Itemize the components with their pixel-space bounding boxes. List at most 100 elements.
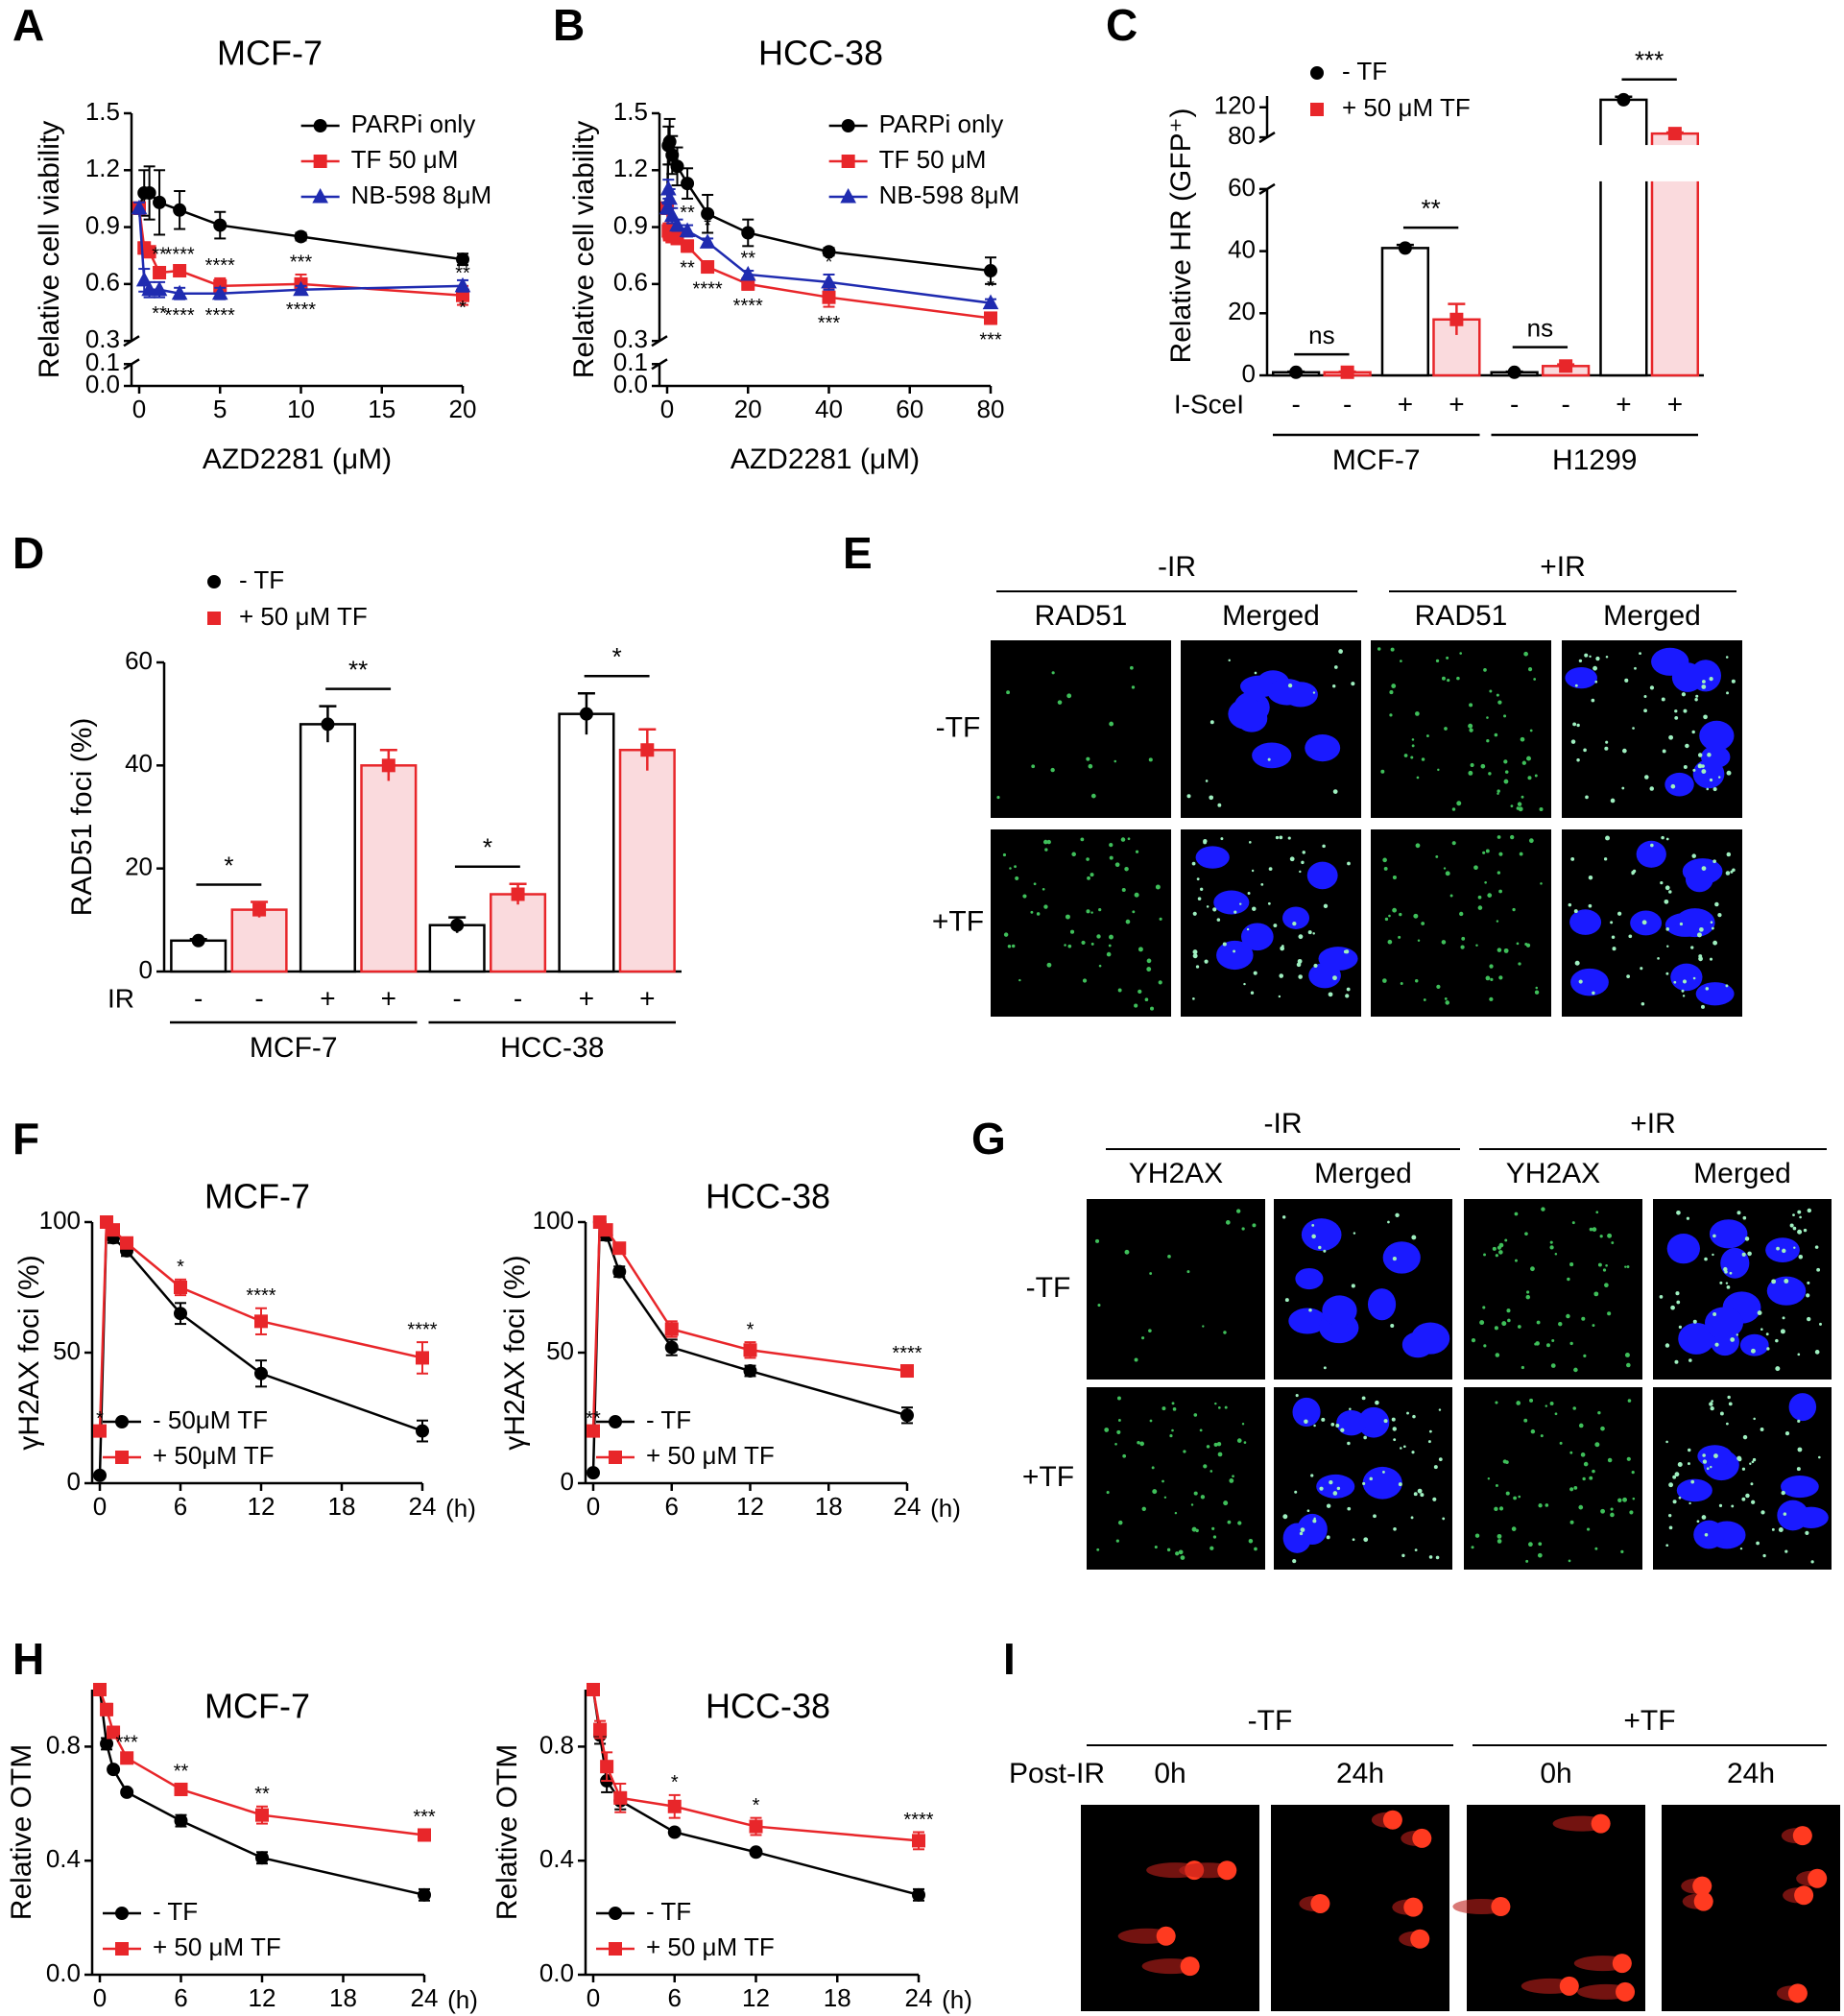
comet-head [1794,1885,1814,1906]
focus [1387,939,1393,945]
focus [1459,652,1463,655]
focus [1599,1235,1603,1238]
focus [1607,1311,1612,1316]
focus [1701,684,1707,689]
focus [1688,1358,1692,1362]
focus [1477,905,1483,910]
legend-label: PARPi only [879,109,1004,138]
x-tick-label: 20 [449,395,477,423]
treatment-mark: - [514,983,522,1013]
x-tick-label: 40 [815,395,843,423]
marker [640,743,655,757]
focus [1233,910,1237,914]
micrograph [1662,1805,1840,2011]
significance: ** [740,248,755,269]
focus [1127,837,1131,841]
marker [174,1281,187,1294]
significance: * [612,642,622,671]
focus [1106,951,1112,957]
panel-letter: D [12,528,44,578]
focus [1775,1338,1779,1343]
focus [1766,1347,1770,1351]
focus [1311,1223,1315,1227]
focus [1229,1479,1233,1483]
focus [1783,1512,1787,1516]
column-label: Merged [1222,600,1320,632]
x-tick-label: 20 [734,395,762,423]
significance: ** [1422,194,1441,223]
focus [1401,1553,1405,1558]
focus [1726,852,1732,857]
focus [1672,1500,1677,1504]
y-tick-label: 0.6 [613,268,648,297]
focus [1742,1215,1747,1220]
focus [1158,980,1162,985]
focus [1569,1451,1573,1454]
y-tick-label: 0.4 [539,1844,574,1873]
marker [587,1466,600,1480]
focus [1513,1496,1517,1500]
focus [1260,882,1264,886]
focus [1692,1319,1697,1324]
focus [1605,1263,1608,1267]
focus [1217,1452,1223,1457]
focus [1610,921,1614,924]
focus [1726,770,1732,776]
focus [1752,1457,1757,1462]
bar [1599,98,1648,377]
marker [254,1366,268,1380]
focus [1725,984,1729,988]
significance: *** [818,313,841,334]
nucleus [1295,1267,1324,1290]
focus [1406,1411,1409,1415]
focus [1568,1559,1571,1563]
focus [1558,1321,1563,1327]
focus [1784,1279,1789,1284]
focus [1351,1284,1355,1288]
treatment-mark: + [320,983,335,1013]
focus [1193,1491,1198,1496]
focus [1603,857,1608,861]
legend-label: NB-598 8μM [879,180,1019,209]
chart-title: MCF-7 [217,34,323,73]
column-group-header: +IR [1630,1108,1676,1140]
focus [1600,1508,1605,1514]
focus [1495,1401,1498,1404]
significance: **** [165,244,195,265]
y-tick-label: 0.3 [613,324,648,353]
micrograph [991,640,1171,818]
focus [1267,901,1271,905]
focus [1517,802,1522,806]
focus [1217,1405,1221,1409]
focus [1737,1457,1742,1462]
focus [1469,728,1473,732]
focus [1393,1526,1397,1531]
focus [1117,1419,1121,1422]
focus [1300,1527,1305,1532]
focus [1527,667,1533,672]
focus [1163,1496,1167,1499]
focus [1797,1447,1803,1452]
focus [1701,680,1706,684]
focus [1392,1256,1397,1261]
focus [1732,868,1736,873]
marker [587,1683,600,1696]
focus [1524,1232,1528,1236]
comet-head [1412,1828,1432,1848]
focus [1583,1354,1587,1357]
micrograph [1087,1199,1265,1380]
focus [1489,964,1494,969]
focus [1710,921,1713,924]
focus [1253,971,1257,975]
marker [191,933,205,948]
y-tick-label: 50 [546,1336,574,1365]
focus [1323,903,1329,909]
marker [739,265,756,281]
focus [1442,1517,1446,1521]
focus [1554,1252,1558,1256]
focus [1098,907,1102,912]
focus [1174,1511,1178,1515]
focus [1782,1248,1786,1254]
focus [1617,1498,1622,1503]
focus [1744,1236,1750,1241]
